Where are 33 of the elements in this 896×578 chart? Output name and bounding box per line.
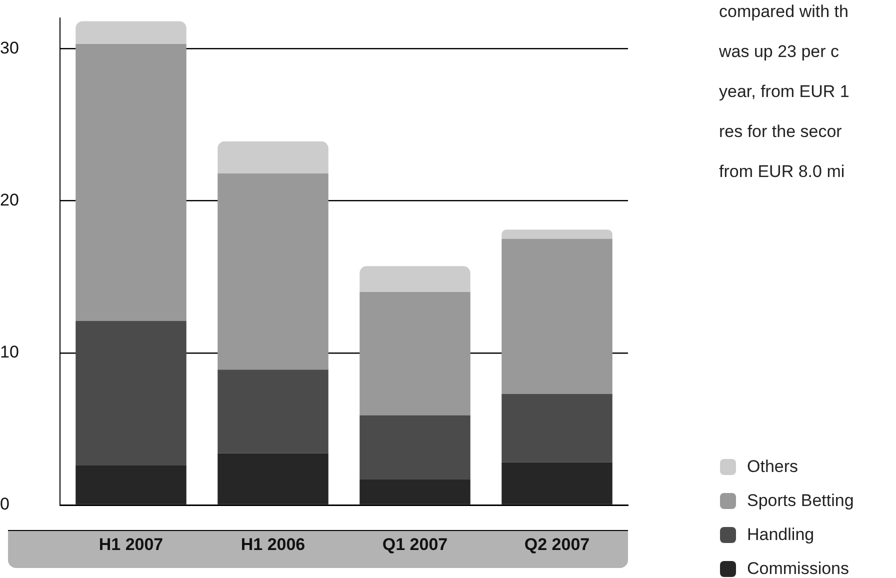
x-tick-label: Q1 2007	[382, 534, 448, 554]
text: res for the secor	[719, 121, 843, 143]
text: compared with th	[719, 1, 850, 23]
bar	[218, 173, 328, 370]
legend-label: Commissions	[746, 558, 850, 578]
legend-label: Sports Betting	[746, 490, 854, 512]
x-tick-label: H1 2007	[98, 534, 164, 554]
bar	[502, 238, 612, 394]
bar	[218, 453, 328, 504]
y-tick-label: 10	[0, 342, 19, 362]
bar	[360, 415, 470, 480]
bar	[76, 465, 186, 504]
bar	[502, 230, 612, 239]
bar	[76, 44, 186, 321]
bar	[218, 141, 328, 174]
text: year, from EUR 1	[719, 81, 850, 103]
y-tick-label: 20	[0, 190, 19, 210]
x-tick-label: H1 2006	[240, 534, 306, 554]
y-tick-label: 30	[0, 38, 19, 58]
text: from EUR 8.0 mi	[719, 161, 846, 183]
bar	[502, 462, 612, 504]
bar	[218, 370, 328, 454]
bar	[76, 21, 186, 44]
bar	[76, 320, 186, 466]
bar	[360, 479, 470, 504]
bar	[360, 292, 470, 416]
y-tick-label: 0	[0, 494, 10, 514]
x-tick-label: Q2 2007	[524, 534, 590, 554]
text: was up 23 per c	[719, 41, 840, 63]
legend-label: Handling	[746, 524, 816, 546]
legend-label: Others	[746, 456, 800, 478]
bar	[360, 266, 470, 292]
bar	[502, 394, 612, 462]
